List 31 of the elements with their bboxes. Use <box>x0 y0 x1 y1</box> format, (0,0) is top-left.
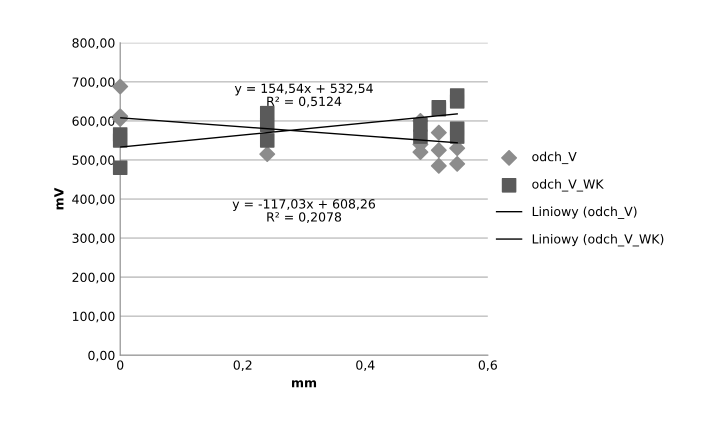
point <box>430 158 447 174</box>
point <box>430 142 447 158</box>
point <box>450 129 464 144</box>
point <box>450 94 464 109</box>
y-tick-label: 0,00 <box>88 350 114 362</box>
y-tick-label: 700,00 <box>72 77 114 88</box>
y-tick-label: 600,00 <box>72 116 114 128</box>
y-axis-title: mV <box>54 188 64 210</box>
x-tick-label: 0,6 <box>478 360 497 372</box>
point <box>259 146 276 162</box>
y-tick-label: 400,00 <box>72 194 114 206</box>
y-tick-label: 500,00 <box>72 155 114 166</box>
legend-label: odch_V_WK <box>532 179 604 192</box>
legend-label: odch_V <box>532 152 577 164</box>
point <box>449 156 466 172</box>
x-tick-label: 0 <box>117 360 124 370</box>
y-tick-label: 200,00 <box>72 272 114 284</box>
y-tick-label: 800,00 <box>72 38 114 49</box>
annotation: y = -117,03x + 608,26 R² = 0,2078 <box>232 199 376 223</box>
annotation: y = 154,54x + 532,54 R² = 0,5124 <box>234 84 373 108</box>
point <box>112 133 128 148</box>
point <box>260 133 275 148</box>
x-tick-label: 0,4 <box>356 360 375 372</box>
y-tick-label: 300,00 <box>72 234 114 244</box>
y-tick-label: 100,00 <box>72 312 114 322</box>
point <box>112 160 128 176</box>
x-axis-title: mm <box>292 380 316 388</box>
legend-label: Liniowy (odch_V) <box>532 206 637 219</box>
x-tick-label: 0,2 <box>234 360 252 372</box>
point <box>430 124 447 141</box>
legend-label: Liniowy (odch_V_WK) <box>532 234 664 246</box>
